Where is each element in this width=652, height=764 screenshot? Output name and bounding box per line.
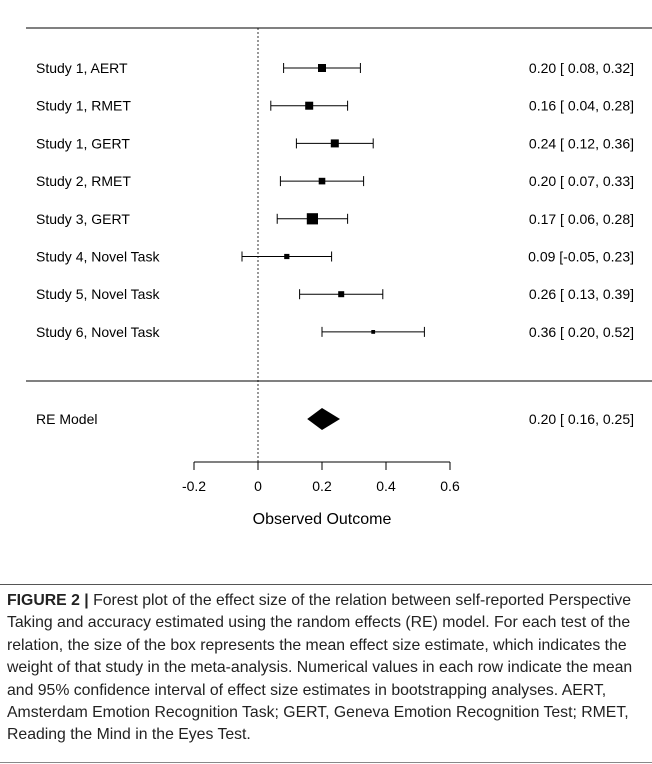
summary-diamond (307, 408, 340, 430)
x-axis-label: Observed Outcome (253, 511, 392, 528)
point-estimate-box (284, 253, 290, 260)
figure-caption: FIGURE 2 | Forest plot of the effect siz… (7, 590, 647, 747)
study-rows: Study 1, AERT 0.20 [ 0.08, 0.32]Study 1, … (36, 60, 634, 340)
study-row: Study 3, GERT 0.17 [ 0.06, 0.28] (36, 211, 634, 227)
estimate-text: 0.16 [ 0.04, 0.28] (529, 98, 634, 114)
study-row: Study 1, RMET 0.16 [ 0.04, 0.28] (36, 98, 634, 114)
point-estimate-box (330, 139, 339, 148)
caption-label: FIGURE 2 | (7, 592, 89, 609)
x-tick-label: -0.2 (182, 478, 206, 494)
study-label: Study 1, GERT (36, 135, 130, 151)
study-label: Study 5, Novel Task (36, 286, 160, 302)
x-tick-label: 0.6 (440, 478, 460, 494)
point-estimate-box (371, 330, 376, 334)
x-axis: -0.2 0 0.2 0.4 0.6 (182, 461, 460, 494)
study-row: Study 5, Novel Task 0.26 [ 0.13, 0.39] (36, 286, 634, 302)
point-estimate-box (338, 291, 345, 298)
point-estimate-box (305, 101, 314, 110)
study-row: Study 4, Novel Task 0.09 [-0.05, 0.23] (36, 249, 634, 265)
point-estimate-box (306, 213, 318, 225)
study-row: Study 2, RMET 0.20 [ 0.07, 0.33] (36, 173, 634, 189)
summary-estimate-text: 0.20 [ 0.16, 0.25] (529, 411, 634, 427)
estimate-text: 0.26 [ 0.13, 0.39] (529, 286, 634, 302)
study-label: Study 4, Novel Task (36, 249, 160, 265)
x-tick-label: 0 (254, 478, 262, 494)
study-row: Study 1, AERT 0.20 [ 0.08, 0.32] (36, 60, 634, 76)
study-label: Study 3, GERT (36, 211, 130, 227)
study-row: Study 1, GERT 0.24 [ 0.12, 0.36] (36, 135, 634, 151)
estimate-text: 0.09 [-0.05, 0.23] (528, 249, 634, 265)
point-estimate-box (318, 64, 326, 72)
caption-text: Forest plot of the effect size of the re… (7, 592, 633, 744)
study-label: Study 6, Novel Task (36, 324, 160, 340)
forest-plot: Study 1, AERT 0.20 [ 0.08, 0.32]Study 1, … (26, 27, 652, 528)
x-tick-label: 0.2 (312, 478, 332, 494)
estimate-text: 0.24 [ 0.12, 0.36] (529, 135, 634, 151)
study-label: Study 1, AERT (36, 60, 128, 76)
bottom-divider (0, 762, 652, 763)
study-label: Study 1, RMET (36, 98, 131, 114)
x-tick-label: 0.4 (376, 478, 396, 494)
study-label: Study 2, RMET (36, 173, 131, 189)
study-row: Study 6, Novel Task 0.36 [ 0.20, 0.52] (36, 324, 634, 340)
estimate-text: 0.17 [ 0.06, 0.28] (529, 211, 634, 227)
summary-row: RE Model 0.20 [ 0.16, 0.25] (36, 408, 634, 430)
estimate-text: 0.20 [ 0.08, 0.32] (529, 60, 634, 76)
point-estimate-box (318, 177, 326, 185)
caption-divider (0, 584, 652, 585)
estimate-text: 0.20 [ 0.07, 0.33] (529, 173, 634, 189)
estimate-text: 0.36 [ 0.20, 0.52] (529, 324, 634, 340)
summary-label: RE Model (36, 411, 97, 427)
